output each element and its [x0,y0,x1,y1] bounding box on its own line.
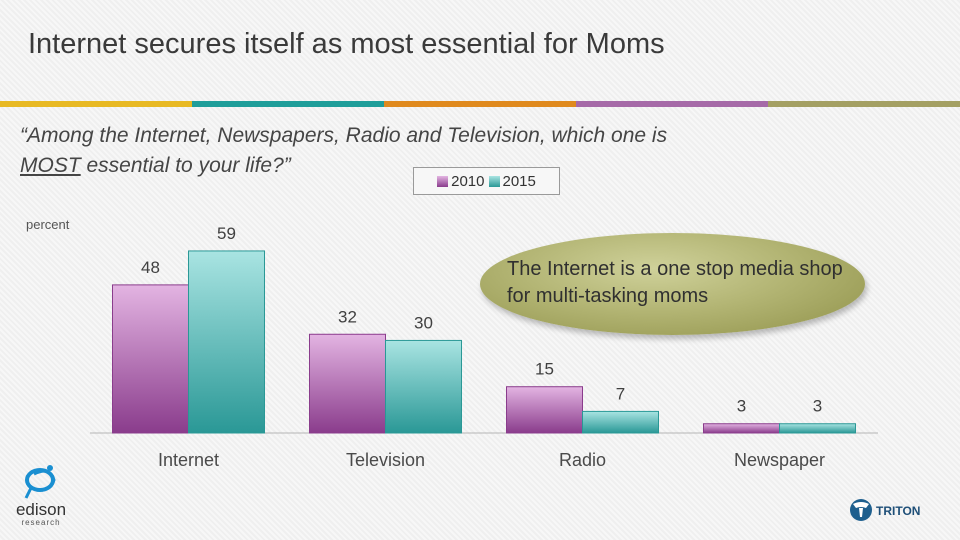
color-band-segment [384,101,576,107]
triton-logo: TRITON [850,499,920,521]
question-emphasis: MOST [20,154,81,177]
bar-2015-television [385,339,462,434]
data-label: 3 [737,397,746,416]
callout-bubble [480,233,865,335]
category-label: Internet [158,450,219,470]
callout-text: The Internet is a one stop media shop fo… [507,258,843,307]
triton-emblem-icon [850,499,872,521]
data-label: 59 [217,224,236,243]
legend-swatch [488,175,500,187]
data-label: 30 [414,313,433,332]
unit-label: percent [26,217,70,232]
data-label: 7 [616,384,625,403]
bar-2015-radio [582,410,659,434]
category-label: Radio [559,450,606,470]
legend-item: 2015 [488,172,536,190]
question-line-1: “Among the Internet, Newspapers, Radio a… [20,124,668,147]
color-band-segment [0,101,192,107]
edison-swirl-icon [24,465,56,499]
edison-wordmark: edison [16,500,66,519]
category-label: Television [346,450,425,470]
legend-swatch [437,175,449,187]
data-label: 48 [141,258,160,277]
legend-label: 2015 [502,172,536,190]
color-band-segment [768,101,960,107]
bar-2015-internet [188,250,265,434]
color-band-segment [192,101,384,107]
data-label: 15 [535,360,554,379]
legend-label: 2010 [451,172,485,190]
data-label: 3 [813,397,822,416]
bar-2015-newspaper [779,423,856,434]
color-band [0,101,960,107]
edison-subtitle: research [21,518,60,527]
bar-2010-television [309,333,386,434]
edison-research-logo: edison research [16,465,66,527]
bar-2010-radio [506,386,583,434]
category-label: Newspaper [734,450,825,470]
chart-legend: 2010 2015 [413,167,560,195]
question-line-2: essential to your life?” [80,154,291,177]
bar-2010-internet [112,284,189,434]
color-band-segment [576,101,768,107]
survey-question: “Among the Internet, Newspapers, Radio a… [20,121,780,181]
triton-wordmark: TRITON [876,504,920,518]
slide-title: Internet secures itself as most essentia… [28,28,665,60]
legend-item: 2010 [437,172,485,190]
data-label: 32 [338,307,357,326]
bar-2010-newspaper [703,423,780,434]
